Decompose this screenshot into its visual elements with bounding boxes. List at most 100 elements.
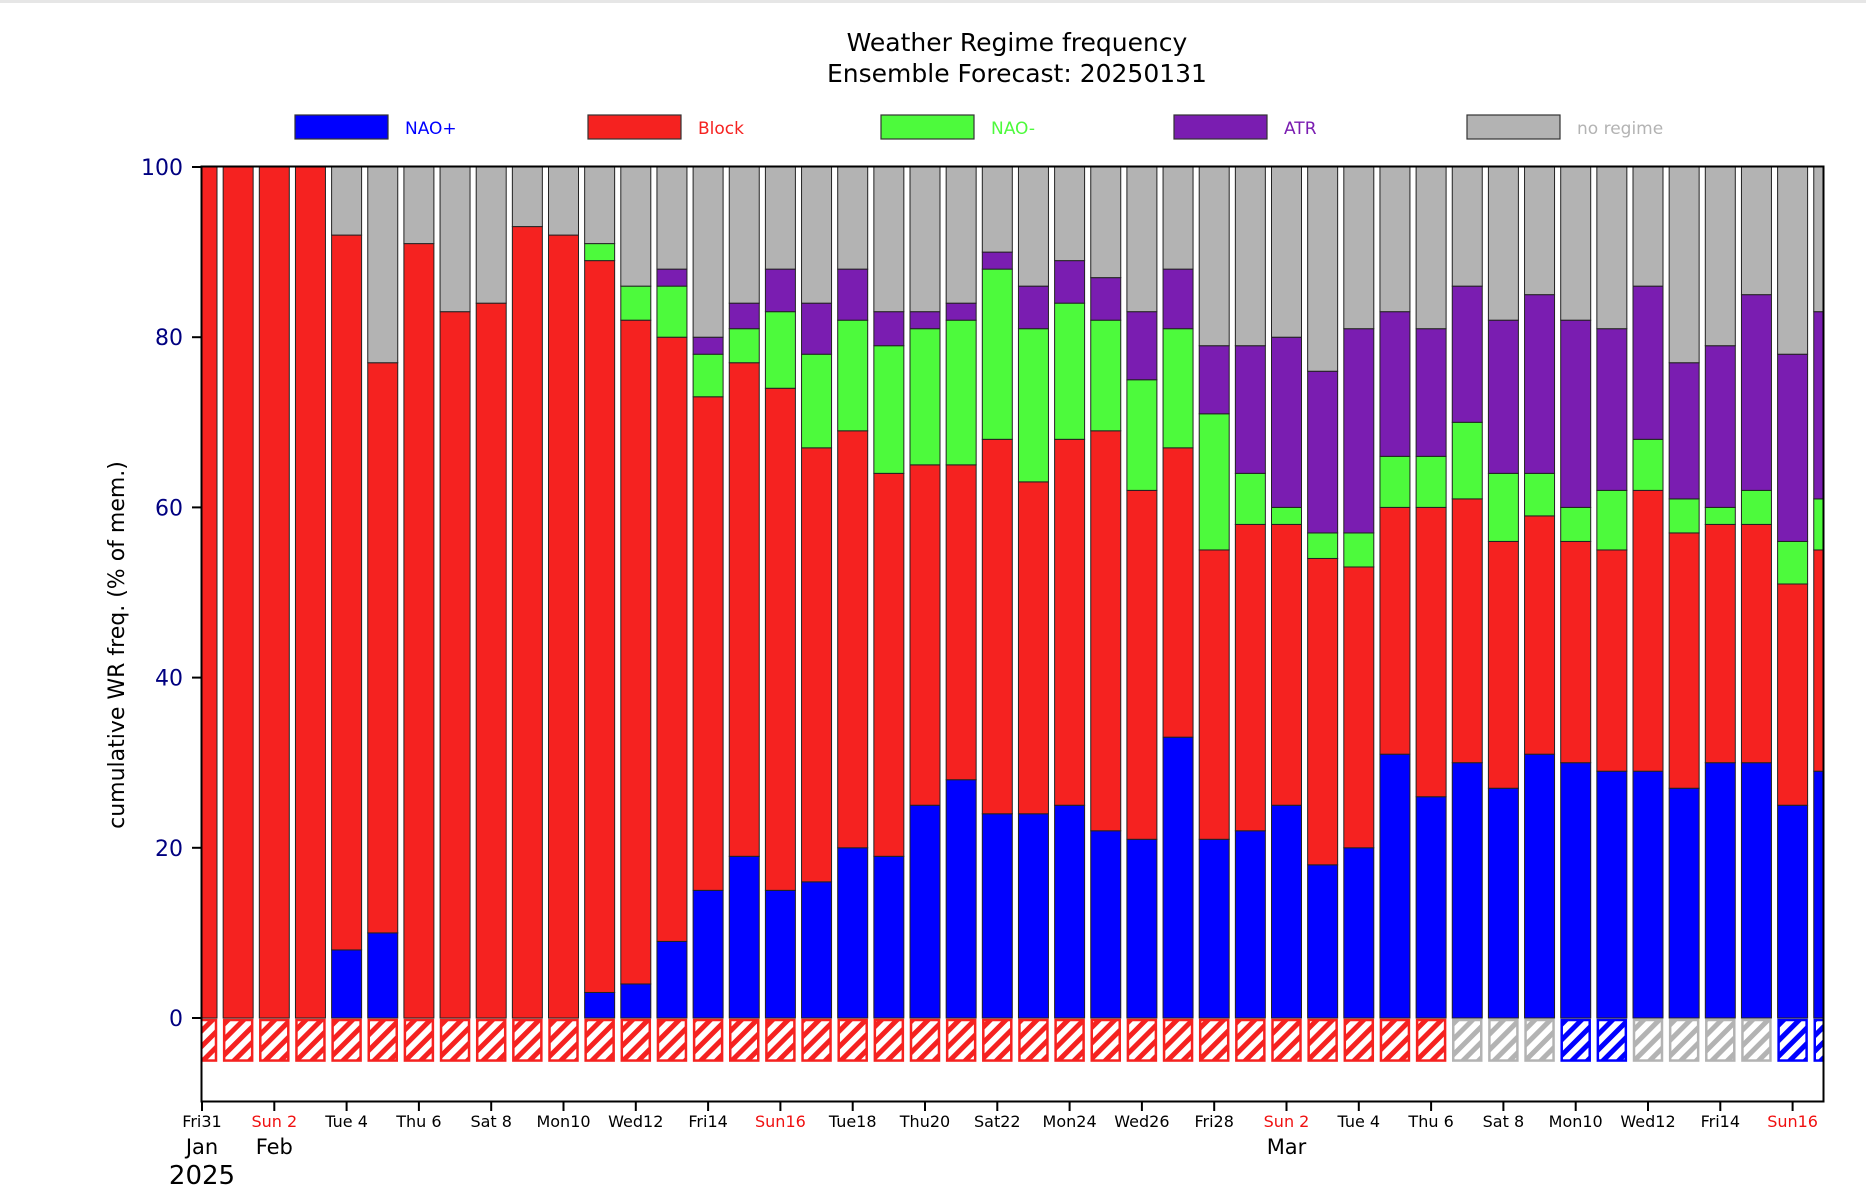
- bar-segment-atr-34: [1415, 328, 1447, 457]
- bar-segment-atr-43: [1740, 294, 1772, 491]
- bar-segment-no-regime-44: [1777, 167, 1809, 355]
- dominant-regime-cell-28: [1198, 1018, 1230, 1062]
- bar-segment-nao--18: [837, 847, 869, 1019]
- bar-segment-nao--42: [1704, 762, 1736, 1019]
- bar-segment-block-7: [439, 311, 471, 1019]
- bar-segment-nao--11: [584, 243, 616, 262]
- x-tick-label-24: Mon24: [1043, 1112, 1097, 1131]
- legend-label: Block: [698, 119, 744, 139]
- bar-segment-nao--12: [620, 983, 652, 1019]
- bar-segment-block-39: [1596, 549, 1628, 772]
- bar-segment-nao--37: [1524, 472, 1556, 517]
- x-tick-label-22: Sat22: [974, 1112, 1021, 1131]
- dominant-regime-cell-13: [656, 1018, 688, 1062]
- bar-segment-nao--19: [873, 345, 905, 474]
- bar-segment-block-28: [1198, 549, 1230, 840]
- dominant-regime-cell-45: [1813, 1018, 1824, 1062]
- x-tick-label-30: Sun 2: [1264, 1112, 1310, 1131]
- dominant-regime-cell-34: [1415, 1018, 1447, 1062]
- legend-item-nao-: NAO-: [880, 114, 1035, 140]
- bar-segment-block-45: [1813, 549, 1824, 772]
- legend-swatch: [587, 114, 682, 140]
- dominant-regime-cell-30: [1271, 1018, 1302, 1062]
- bar-segment-atr-25: [1090, 277, 1122, 321]
- bar-segment-nao--38: [1560, 762, 1592, 1019]
- legend-swatch: [1173, 114, 1268, 140]
- bar-segment-block-5: [367, 362, 399, 934]
- legend-label: no regime: [1577, 119, 1663, 139]
- bar-segment-block-23: [1017, 481, 1049, 815]
- bar-segment-nao--35: [1451, 762, 1483, 1019]
- bar-segment-atr-15: [728, 302, 760, 330]
- dominant-regime-cell-18: [837, 1018, 868, 1062]
- bar-segment-no-regime-32: [1343, 167, 1375, 330]
- bar-segment-atr-36: [1487, 319, 1519, 474]
- bar-segment-atr-22: [981, 251, 1013, 270]
- dominant-regime-cell-40: [1632, 1018, 1664, 1062]
- bar-segment-block-29: [1234, 523, 1266, 832]
- bar-segment-nao--45: [1813, 770, 1824, 1019]
- bar-segment-atr-31: [1307, 370, 1339, 534]
- bar-segment-block-6: [403, 243, 435, 1019]
- x-tick-label-36: Sat 8: [1483, 1112, 1525, 1131]
- dominant-regime-cell-5: [367, 1018, 398, 1062]
- bar-segment-no-regime-42: [1704, 167, 1736, 347]
- bar-segment-nao--41: [1668, 498, 1700, 534]
- dominant-regime-cell-39: [1596, 1018, 1628, 1062]
- bar-segment-no-regime-37: [1524, 167, 1556, 296]
- bar-segment-block-8: [475, 302, 507, 1019]
- bar-segment-block-11: [584, 260, 616, 993]
- y-tick-label-40: 40: [155, 667, 183, 692]
- bar-segment-nao--27: [1162, 736, 1194, 1019]
- bar-segment-atr-14: [692, 336, 724, 355]
- bar-segment-no-regime-18: [837, 167, 869, 270]
- bar-segment-block-16: [764, 387, 796, 891]
- bar-segment-nao--30: [1271, 804, 1302, 1019]
- dominant-regime-cell-43: [1741, 1018, 1772, 1062]
- bar-segment-nao--31: [1307, 532, 1339, 559]
- bar-segment-nao--14: [692, 353, 724, 398]
- bar-segment-nao--21: [945, 319, 977, 466]
- bar-segment-no-regime-11: [584, 167, 616, 245]
- bar-segment-nao--11: [584, 991, 616, 1019]
- bar-segment-no-regime-25: [1090, 167, 1122, 279]
- bar-segment-block-20: [909, 464, 941, 806]
- x-tick-label-42: Fri14: [1701, 1112, 1740, 1131]
- bar-segment-block-10: [548, 234, 579, 1019]
- bar-segment-block-30: [1271, 523, 1302, 806]
- bar-segment-nao--39: [1596, 489, 1628, 551]
- bar-segment-nao--12: [620, 285, 652, 321]
- bar-segment-nao--25: [1090, 830, 1122, 1019]
- bar-segment-atr-38: [1560, 319, 1592, 508]
- bar-segment-nao--39: [1596, 770, 1628, 1019]
- dominant-regime-cell-16: [765, 1018, 796, 1062]
- x-tick-label-34: Thu 6: [1407, 1112, 1453, 1131]
- x-tick-label-32: Tue 4: [1337, 1112, 1381, 1131]
- x-tick-label-0: Fri31: [182, 1112, 221, 1131]
- bar-segment-atr-16: [764, 268, 796, 313]
- bar-segment-no-regime-45: [1813, 167, 1824, 313]
- bar-segment-atr-30: [1271, 336, 1302, 508]
- bar-segment-nao--13: [656, 940, 688, 1019]
- bar-segment-no-regime-35: [1451, 167, 1483, 287]
- legend-label: ATR: [1284, 119, 1317, 139]
- bar-segment-block-15: [728, 362, 760, 857]
- dominant-regime-cell-11: [584, 1018, 615, 1062]
- bar-segment-nao--26: [1126, 838, 1158, 1019]
- bar-segment-atr-45: [1813, 311, 1824, 500]
- dominant-regime-cell-27: [1162, 1018, 1194, 1062]
- dominant-regime-cell-35: [1452, 1018, 1483, 1062]
- bar-segment-atr-44: [1777, 353, 1809, 542]
- dominant-regime-cell-12: [620, 1018, 652, 1062]
- chart-title: Weather Regime frequency: [847, 28, 1188, 57]
- bar-segment-no-regime-41: [1668, 167, 1700, 364]
- legend-swatch: [1466, 114, 1561, 140]
- x-tick-label-28: Fri28: [1194, 1112, 1233, 1131]
- bar-segment-atr-39: [1596, 328, 1628, 491]
- bar-segment-nao--16: [764, 889, 796, 1019]
- y-tick-label-20: 20: [155, 837, 183, 862]
- bar-segment-atr-41: [1668, 362, 1700, 500]
- bar-segment-nao--34: [1415, 455, 1447, 508]
- bar-segment-no-regime-23: [1017, 167, 1049, 287]
- bar-segment-nao--17: [801, 881, 833, 1019]
